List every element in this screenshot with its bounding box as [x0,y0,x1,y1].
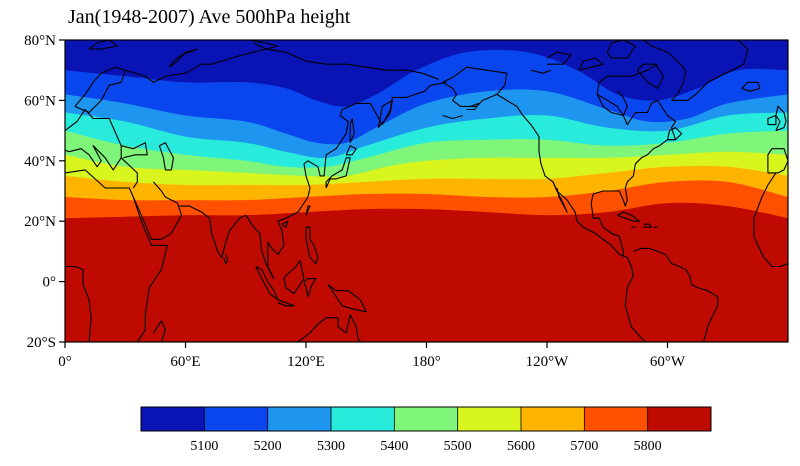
coastline-segment [546,51,572,65]
coastline-segment [168,48,199,68]
coastline-segment [466,102,480,111]
lat-tick-label: 80°N [24,33,56,49]
colorbar-level-label: 5200 [254,439,282,454]
coastline-segment [249,40,279,50]
coastline-segment [496,93,646,342]
lon-tick-label: 180° [412,354,441,370]
coastline-segment [245,81,447,280]
coastline-segment [349,117,355,143]
coastline-segment [327,284,367,313]
lon-tick-label: 60°W [650,354,686,370]
lat-tick-label: 60°N [24,93,56,109]
coastline-segment [152,320,166,342]
lon-tick-label: 0° [58,354,72,370]
coastline-segment [277,299,295,307]
coastline-segment [636,63,665,89]
coastline-segment [223,254,229,265]
colorbar-swatch [584,407,649,431]
colorbar-level-label: 5400 [380,439,408,454]
coastline-segment [65,265,92,342]
coastline-segment [120,157,138,189]
coastline-segment [530,69,552,74]
coastline-segment [297,314,362,342]
coastline-segment [552,181,568,213]
coastline-segment [590,63,677,258]
colorbar-level-label: 5800 [634,439,662,454]
coastline-segment [642,40,749,101]
lon-tick-label: 120°E [287,354,325,370]
colorbar-level-label: 5300 [317,439,345,454]
coastline-segment [305,226,319,265]
colorbar-swatch [521,407,585,431]
lon-tick-label: 120°W [526,354,569,370]
coastline-segment [88,40,118,50]
lat-tick-label: 40°N [24,154,56,170]
colorbar: 5100 5200 5300 5400 5500 5600 5700 5800 [140,406,712,454]
colorbar-swatch [331,407,395,431]
coastline-segment [255,266,279,301]
coastline-segment [753,172,788,268]
lat-tick-label: 20°S [27,335,56,351]
coastline-segment [377,99,393,128]
longitude-axis: 0° 60°E 120°E 180° 120°W 60°W [58,342,686,370]
map-title: Jan(1948-2007) Ave 500hPa height [68,6,351,28]
coastline-segment [281,220,289,228]
coastline-segment [442,114,463,120]
height-contour-fill [65,40,788,342]
coastline-segment [121,142,148,159]
lat-tick-label: 20°N [24,214,56,230]
coastlines [65,40,788,342]
colorbar-swatch [647,407,712,431]
coastline-segment [179,205,247,258]
colorbar-swatch [141,407,205,431]
coastline-segment [132,181,183,240]
band-below-5100 [65,40,788,107]
coastline-segment [767,148,788,174]
coastline-segment [578,57,604,71]
lon-tick-label: 60°E [170,354,200,370]
colorbar-swatch [457,407,522,431]
coastline-segment [643,223,652,228]
colorbar-level-label: 5100 [190,439,218,454]
latitude-axis: 80°N 60°N 40°N 20°N 0° 20°S [24,33,65,351]
coastline-segment [442,66,508,107]
colorbar-swatch [394,407,459,431]
colorbar-level-label: 5500 [444,439,472,454]
coastline-segment [158,142,174,171]
colorbar-swatch [267,407,332,431]
coastline-segment [606,40,636,59]
coastline-segment [741,81,761,92]
lat-tick-label: 0° [43,275,57,291]
coastline-segment [65,169,168,342]
coastline-segment [345,145,357,156]
colorbar-swatch [204,407,269,431]
coastline-segment [596,90,628,117]
colorbar-level-label: 5600 [507,439,535,454]
coastline-segment [666,127,683,141]
colorbar-level-label: 5700 [570,439,598,454]
coastline-segment [303,278,317,298]
colorbar-outline [140,406,712,432]
coastline-segment [283,259,305,295]
coastline-segment [325,157,351,189]
coastline-segment [617,211,640,222]
coastline-segment [65,108,122,171]
coastline-segment [767,114,777,126]
coastline-segment [633,247,719,342]
coastline-segment [305,205,311,216]
coastline-segment [775,105,787,132]
